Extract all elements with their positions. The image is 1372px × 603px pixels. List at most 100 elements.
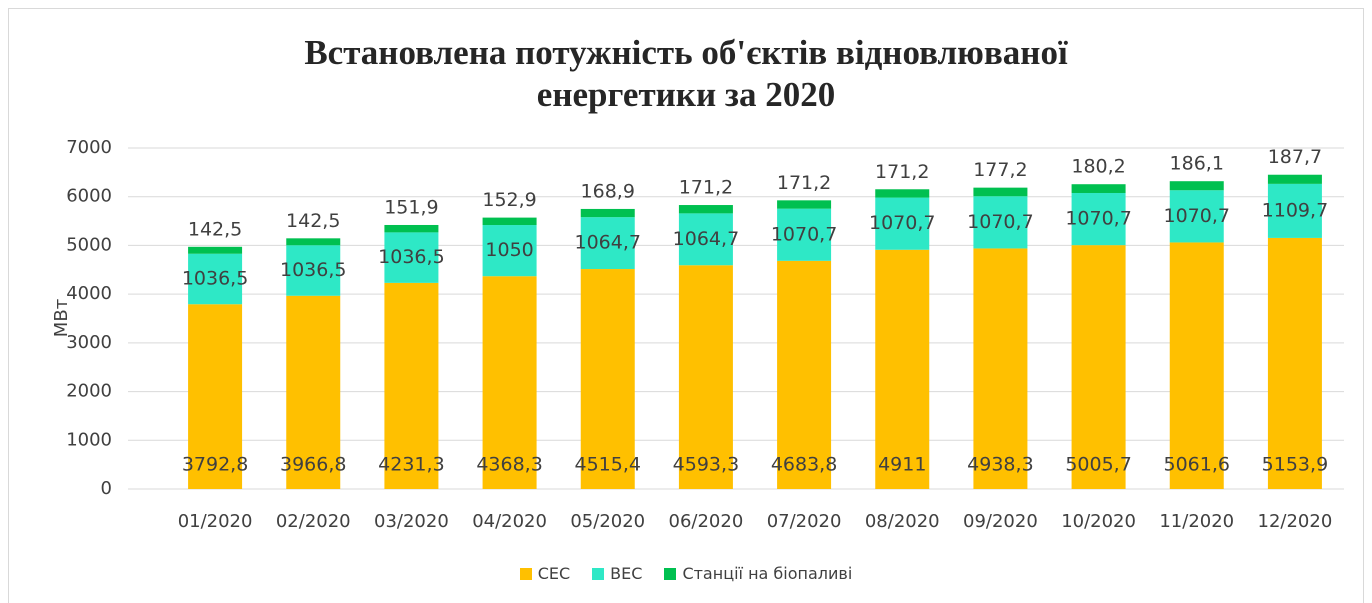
legend-swatch xyxy=(664,567,677,580)
x-tick-label: 02/2020 xyxy=(276,511,351,532)
chart-title: Встановлена потужність об'єктів відновлю… xyxy=(304,33,1068,114)
bar-segment xyxy=(188,246,243,254)
legend: СЕС ВЕС Станції на біопаливі xyxy=(0,564,1372,583)
bar-segment xyxy=(777,200,832,209)
x-tick-label: 09/2020 xyxy=(963,511,1038,532)
data-label: 1036,5 xyxy=(280,259,346,281)
data-label: 4683,8 xyxy=(771,454,837,476)
data-label: 142,5 xyxy=(286,210,340,232)
x-tick-label: 11/2020 xyxy=(1159,511,1234,532)
data-label: 5061,6 xyxy=(1164,454,1230,476)
chart-border xyxy=(8,8,1364,603)
x-tick-label: 04/2020 xyxy=(472,511,547,532)
legend-swatch xyxy=(592,567,605,580)
bar-segment xyxy=(384,232,439,283)
data-label: 171,2 xyxy=(679,177,733,199)
data-label: 5153,9 xyxy=(1262,454,1328,476)
y-tick-label: 6000 xyxy=(66,186,112,207)
x-tick-label: 01/2020 xyxy=(178,511,253,532)
bar-segment xyxy=(1267,183,1322,238)
bar-segment xyxy=(678,205,733,214)
bar-segment xyxy=(188,253,243,305)
data-label: 4515,4 xyxy=(575,454,641,476)
y-axis-label: МВт xyxy=(51,299,72,337)
bar-segment xyxy=(286,238,341,246)
legend-label: СЕС xyxy=(537,564,571,583)
data-label: 168,9 xyxy=(581,180,635,202)
data-label: 4911 xyxy=(878,454,926,476)
data-label: 171,2 xyxy=(875,161,929,183)
bar-segment xyxy=(482,217,537,226)
x-tick-label: 03/2020 xyxy=(374,511,449,532)
legend-item: ВЕС xyxy=(592,564,642,583)
data-label: 177,2 xyxy=(973,159,1027,181)
bar-segment xyxy=(1169,181,1224,191)
data-label: 1070,7 xyxy=(1065,208,1131,230)
x-tick-label: 07/2020 xyxy=(767,511,842,532)
x-tick-label: 08/2020 xyxy=(865,511,940,532)
x-tick-label: 05/2020 xyxy=(570,511,645,532)
bar-segment xyxy=(678,213,733,266)
bar-segment xyxy=(1071,245,1126,489)
data-label: 4938,3 xyxy=(967,454,1033,476)
x-tick-label: 06/2020 xyxy=(669,511,744,532)
y-tick-label: 4000 xyxy=(66,283,112,304)
data-label: 1070,7 xyxy=(1164,205,1230,227)
bar-segment xyxy=(1071,184,1126,193)
bar-segment xyxy=(875,189,930,198)
x-tick-label: 12/2020 xyxy=(1258,511,1333,532)
bar-segment xyxy=(482,225,537,277)
data-label: 1036,5 xyxy=(378,246,444,268)
data-label: 142,5 xyxy=(188,218,242,240)
bar-segment xyxy=(1169,242,1224,489)
y-tick-label: 2000 xyxy=(66,381,112,402)
bar-segment xyxy=(973,248,1028,489)
data-label: 4368,3 xyxy=(476,454,542,476)
data-label: 1070,7 xyxy=(967,211,1033,233)
data-label: 3792,8 xyxy=(182,454,248,476)
bar-segment xyxy=(384,224,439,233)
bar-segment xyxy=(580,208,635,218)
bar-segment xyxy=(777,260,832,489)
data-label: 171,2 xyxy=(777,172,831,194)
bar-segment xyxy=(1267,174,1322,184)
bar-segment xyxy=(482,276,537,489)
bar-segment xyxy=(580,269,635,489)
bar-segment xyxy=(973,187,1028,197)
y-tick-label: 7000 xyxy=(66,137,112,158)
data-label: 1109,7 xyxy=(1262,199,1328,221)
bar-segment xyxy=(384,282,439,489)
y-tick-label: 3000 xyxy=(66,332,112,353)
y-tick-label: 5000 xyxy=(66,234,112,255)
bar-segment xyxy=(1267,237,1322,489)
data-label: 1036,5 xyxy=(182,267,248,289)
x-tick-label: 10/2020 xyxy=(1061,511,1136,532)
data-label: 5005,7 xyxy=(1065,454,1131,476)
y-tick-label: 0 xyxy=(101,478,112,499)
bar-segment xyxy=(188,304,243,489)
data-label: 186,1 xyxy=(1170,153,1224,175)
bar-segment xyxy=(286,245,341,296)
bar-segment xyxy=(580,217,635,270)
data-label: 1064,7 xyxy=(575,232,641,254)
data-label: 3966,8 xyxy=(280,454,346,476)
bar-segment xyxy=(973,196,1028,249)
legend-swatch xyxy=(519,567,532,580)
data-label: 1070,7 xyxy=(869,212,935,234)
bar-segment xyxy=(1071,192,1126,246)
y-tick-label: 1000 xyxy=(66,429,112,450)
data-label: 152,9 xyxy=(482,189,536,211)
bar-segment xyxy=(286,295,341,489)
data-label: 4231,3 xyxy=(378,454,444,476)
bar-segment xyxy=(678,265,733,489)
legend-label: ВЕС xyxy=(610,564,643,583)
bar-segment xyxy=(777,208,832,261)
bar-segment xyxy=(875,249,930,489)
legend-item: Станції на біопаливі xyxy=(664,564,852,583)
data-label: 4593,3 xyxy=(673,454,739,476)
data-label: 187,7 xyxy=(1268,146,1322,168)
data-label: 180,2 xyxy=(1071,156,1125,178)
bar-segment xyxy=(1169,190,1224,243)
